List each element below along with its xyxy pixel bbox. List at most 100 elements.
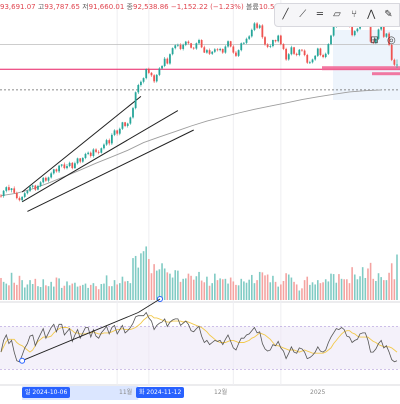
candle-body [155, 74, 158, 82]
volume-bar [314, 284, 316, 300]
volume-bar [150, 273, 153, 300]
candle-body [256, 23, 258, 28]
volume-bar [206, 276, 208, 300]
volume-bar [68, 285, 71, 300]
volume-bar [303, 280, 306, 300]
x-badge-start[interactable]: 일 2024-10-06 [22, 387, 71, 398]
candle-body [52, 169, 55, 174]
candle-body [137, 85, 140, 93]
volume-bar [393, 279, 396, 300]
candle-body [311, 59, 314, 63]
overlays [0, 30, 400, 212]
candle-body [324, 53, 327, 58]
candle-body [5, 187, 8, 191]
volume-bar [208, 285, 211, 300]
snapshot-icon[interactable]: ◎ [387, 34, 396, 46]
volume-bar [285, 273, 287, 300]
pitchfork-icon[interactable]: ⑂ [351, 9, 358, 20]
volume-bar [148, 258, 150, 300]
candle-body [274, 40, 277, 42]
candle-body [184, 41, 187, 45]
candle-body [306, 55, 309, 63]
volume-bar [71, 283, 74, 300]
volume-bar [179, 281, 182, 300]
candle-body [118, 128, 121, 134]
volume-bar [390, 263, 393, 300]
layout-icon[interactable]: ⊞ [370, 34, 379, 46]
volume-bar [37, 286, 39, 300]
candles[interactable] [0, 12, 398, 202]
volume-bar [158, 269, 161, 300]
volume-bar [216, 280, 219, 300]
volume-bar [195, 276, 198, 300]
candle-body [84, 153, 87, 158]
candle-body [396, 64, 398, 66]
volume-bar [166, 272, 169, 300]
candle-body [8, 187, 10, 191]
moving-average-line [0, 89, 382, 197]
volume-bar [60, 287, 63, 300]
volume-bar [34, 278, 37, 300]
candle-body [29, 186, 31, 191]
volume-bar [330, 273, 332, 300]
candle-body [227, 41, 229, 47]
volume-bar [177, 270, 179, 300]
candle-body [161, 65, 163, 69]
volume-bar [145, 246, 147, 300]
volume-bar [280, 284, 282, 300]
volume-bar [8, 285, 10, 300]
rsi-trendline-start-handle [19, 357, 26, 364]
candle-body [108, 140, 111, 144]
volume-bar [2, 281, 5, 300]
candle-body [374, 38, 377, 43]
candle-body [66, 166, 68, 169]
candle-body [219, 48, 222, 51]
candle-body [129, 117, 132, 124]
candle-body [50, 173, 53, 178]
candle-body [81, 157, 84, 162]
candle-body [200, 40, 203, 48]
brush-icon[interactable]: ✎ [384, 9, 393, 20]
x-badge-end[interactable]: 화 2024-11-12 [136, 387, 185, 398]
volume-bar [66, 281, 68, 300]
candle-body [55, 169, 58, 172]
volume-bars [0, 246, 398, 300]
volume-bar [92, 283, 95, 300]
candle-body [179, 44, 182, 49]
volume-bar [293, 281, 295, 300]
candle-body [232, 46, 235, 53]
horizontal-line-icon[interactable]: ═ [316, 9, 323, 20]
volume-bar [50, 281, 52, 300]
volume-bar [258, 271, 261, 300]
x-label-nov: 11월 [119, 389, 133, 396]
x-label-2025: 2025 [310, 389, 326, 396]
trend-line-icon[interactable]: ╱ [282, 9, 289, 20]
volume-bar [31, 284, 34, 300]
parallel-channel-icon[interactable]: ▱ [333, 9, 341, 20]
volume-bar [203, 282, 206, 300]
volume-bar [21, 280, 23, 300]
volume-bar [317, 280, 319, 300]
pattern-icon[interactable]: ⋀ [367, 9, 376, 20]
candle-body [314, 55, 317, 60]
volume-bar [272, 275, 274, 300]
volume-bar [103, 283, 105, 300]
candle-body [237, 50, 240, 56]
volume-bar [0, 277, 2, 300]
volume-bar [142, 251, 145, 300]
volume-bar [227, 283, 229, 300]
candle-body [74, 163, 76, 169]
volume-bar [237, 285, 240, 300]
candle-body [377, 29, 380, 39]
volume-bar [335, 282, 338, 300]
ray-icon[interactable]: ⟋ [299, 9, 307, 20]
volume-bar [380, 277, 382, 300]
candle-body [282, 44, 285, 49]
volume-bar [356, 279, 359, 300]
volume-bar [190, 275, 192, 300]
volume-bar [105, 275, 108, 300]
candle-body [15, 192, 18, 199]
volume-bar [248, 279, 250, 300]
